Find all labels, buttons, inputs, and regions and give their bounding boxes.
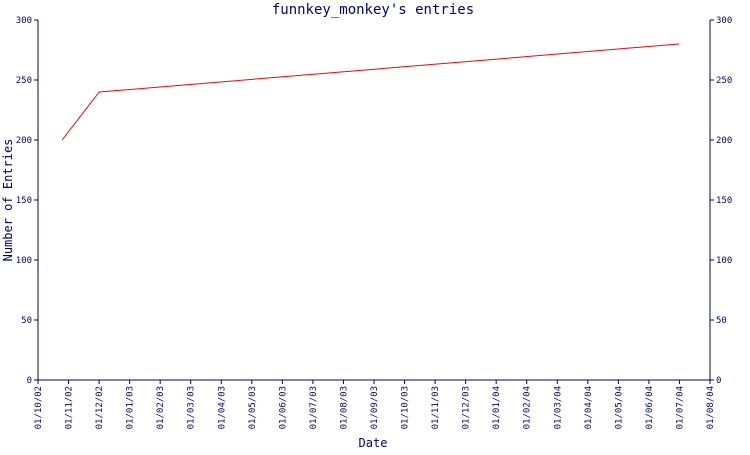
- x-tick-label: 01/03/04: [553, 386, 563, 429]
- x-tick-label: 01/01/03: [126, 386, 136, 429]
- axes: [37, 20, 711, 381]
- x-tick-label: 01/03/03: [187, 386, 197, 429]
- x-tick-label: 01/07/03: [309, 386, 319, 429]
- y-tick-right-label: 200: [716, 136, 732, 146]
- x-tick-label: 01/06/03: [278, 386, 288, 429]
- y-tick-right-label: 50: [716, 316, 727, 326]
- chart-title: funnkey_monkey's entries: [272, 2, 474, 18]
- y-tick-right-label: 250: [716, 76, 732, 86]
- x-tick-label: 01/07/04: [675, 386, 685, 429]
- x-tick-label: 01/10/03: [401, 386, 411, 429]
- x-tick-label: 01/08/03: [339, 386, 349, 429]
- y-ticks-right: 0 50 100 150 200 250 300: [710, 16, 732, 386]
- y-tick-right-label: 150: [716, 196, 732, 206]
- x-tick-label: 01/12/03: [462, 386, 472, 429]
- y-tick-left-label: 50: [21, 316, 32, 326]
- x-tick-label: 01/02/04: [523, 386, 533, 429]
- series-layer: [61, 43, 679, 141]
- x-tick-label: 01/10/02: [34, 386, 44, 429]
- x-tick-label: 01/02/03: [156, 386, 166, 429]
- x-tick-label: 01/11/02: [65, 386, 75, 429]
- y-tick-right-label: 100: [716, 256, 732, 266]
- y-tick-left-label: 0: [27, 376, 32, 386]
- x-tick-label: 01/04/03: [217, 386, 227, 429]
- y-tick-left-label: 100: [16, 256, 32, 266]
- x-axis-label: Date: [359, 436, 388, 450]
- x-tick-label: 01/05/04: [614, 386, 624, 429]
- x-tick-label: 01/09/03: [370, 386, 380, 429]
- x-tick-label: 01/11/03: [431, 386, 441, 429]
- y-tick-left-label: 300: [16, 16, 32, 26]
- y-tick-left-label: 200: [16, 136, 32, 146]
- y-tick-left-label: 150: [16, 196, 32, 206]
- x-tick-label: 01/01/04: [492, 386, 502, 429]
- y-axis-label: Number of Entries: [1, 139, 15, 262]
- x-tick-label: 01/08/04: [706, 386, 716, 429]
- x-tick-label: 01/04/04: [584, 386, 594, 429]
- y-ticks-left: 0 50 100 150 200 250 300: [16, 16, 38, 386]
- y-tick-right-label: 0: [716, 376, 721, 386]
- x-ticks: 01/10/02 01/11/02 01/12/02 01/01/03 01/02/03…: [34, 380, 716, 429]
- x-tick-label: 01/12/02: [95, 386, 105, 429]
- series-line-0: [61, 43, 679, 141]
- x-tick-label: 01/05/03: [248, 386, 258, 429]
- x-tick-label: 01/06/04: [645, 386, 655, 429]
- y-tick-left-label: 250: [16, 76, 32, 86]
- y-tick-right-label: 300: [716, 16, 732, 26]
